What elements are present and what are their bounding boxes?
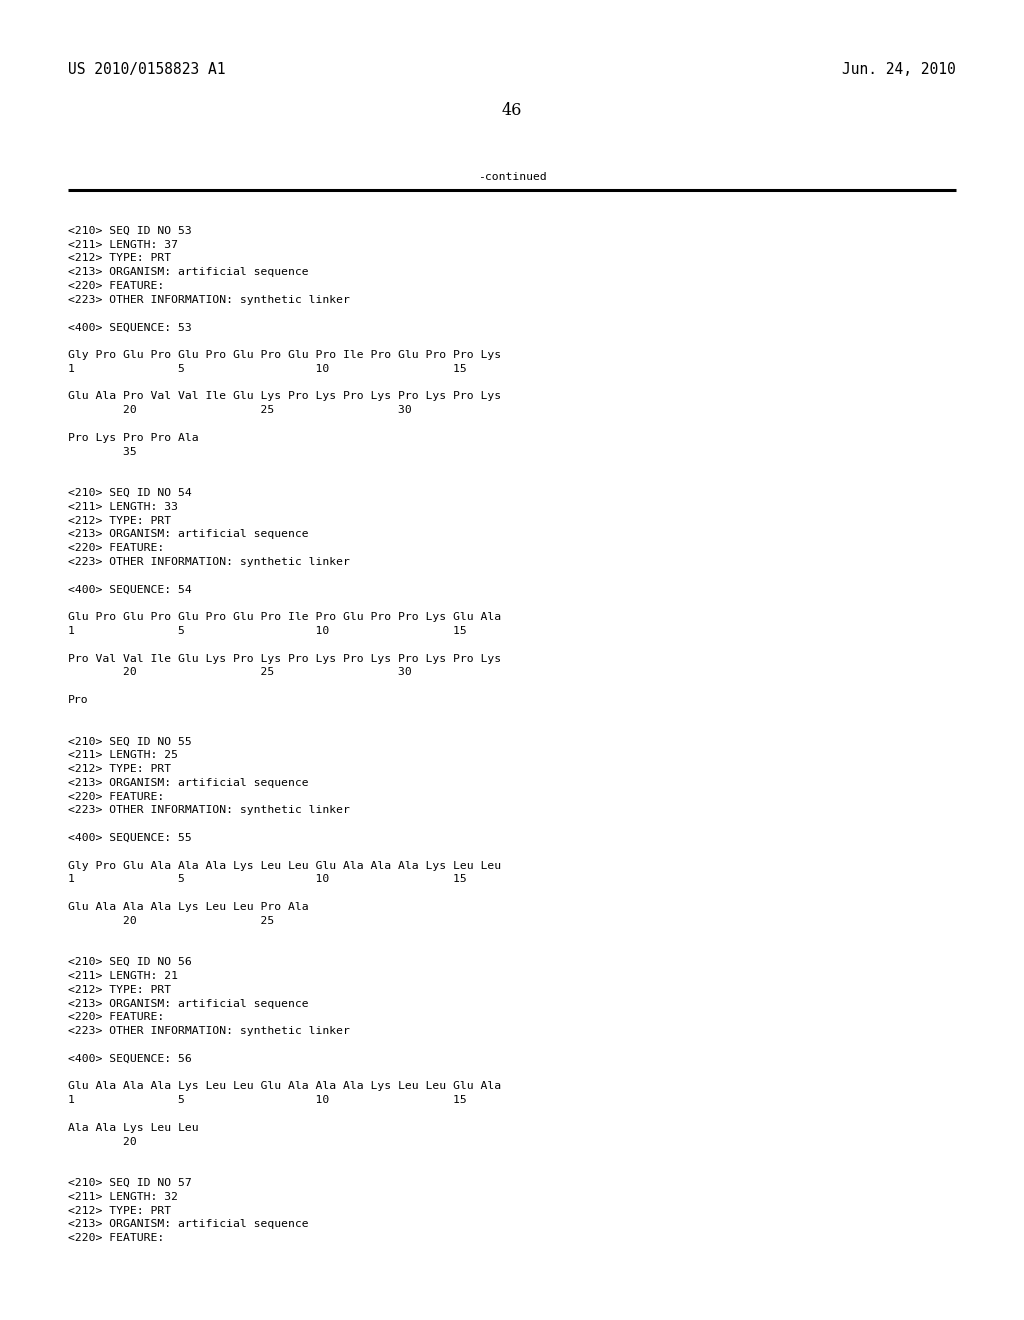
Text: 46: 46 bbox=[502, 102, 522, 119]
Text: 1               5                   10                  15: 1 5 10 15 bbox=[68, 1096, 467, 1105]
Text: US 2010/0158823 A1: US 2010/0158823 A1 bbox=[68, 62, 225, 77]
Text: 20: 20 bbox=[68, 1137, 137, 1147]
Text: 35: 35 bbox=[68, 446, 137, 457]
Text: <212> TYPE: PRT: <212> TYPE: PRT bbox=[68, 764, 171, 774]
Text: <213> ORGANISM: artificial sequence: <213> ORGANISM: artificial sequence bbox=[68, 267, 308, 277]
Text: Pro Val Val Ile Glu Lys Pro Lys Pro Lys Pro Lys Pro Lys Pro Lys: Pro Val Val Ile Glu Lys Pro Lys Pro Lys … bbox=[68, 653, 501, 664]
Text: Ala Ala Lys Leu Leu: Ala Ala Lys Leu Leu bbox=[68, 1123, 199, 1133]
Text: Glu Ala Ala Ala Lys Leu Leu Glu Ala Ala Ala Lys Leu Leu Glu Ala: Glu Ala Ala Ala Lys Leu Leu Glu Ala Ala … bbox=[68, 1081, 501, 1092]
Text: Gly Pro Glu Ala Ala Ala Lys Leu Leu Glu Ala Ala Ala Lys Leu Leu: Gly Pro Glu Ala Ala Ala Lys Leu Leu Glu … bbox=[68, 861, 501, 871]
Text: <212> TYPE: PRT: <212> TYPE: PRT bbox=[68, 516, 171, 525]
Text: Glu Pro Glu Pro Glu Pro Glu Pro Ile Pro Glu Pro Pro Lys Glu Ala: Glu Pro Glu Pro Glu Pro Glu Pro Ile Pro … bbox=[68, 612, 501, 622]
Text: <210> SEQ ID NO 55: <210> SEQ ID NO 55 bbox=[68, 737, 191, 746]
Text: 1               5                   10                  15: 1 5 10 15 bbox=[68, 626, 467, 636]
Text: <211> LENGTH: 37: <211> LENGTH: 37 bbox=[68, 240, 178, 249]
Text: 1               5                   10                  15: 1 5 10 15 bbox=[68, 364, 467, 374]
Text: <223> OTHER INFORMATION: synthetic linker: <223> OTHER INFORMATION: synthetic linke… bbox=[68, 294, 350, 305]
Text: <213> ORGANISM: artificial sequence: <213> ORGANISM: artificial sequence bbox=[68, 529, 308, 540]
Text: <210> SEQ ID NO 54: <210> SEQ ID NO 54 bbox=[68, 488, 191, 498]
Text: <400> SEQUENCE: 54: <400> SEQUENCE: 54 bbox=[68, 585, 191, 594]
Text: <210> SEQ ID NO 56: <210> SEQ ID NO 56 bbox=[68, 957, 191, 968]
Text: <220> FEATURE:: <220> FEATURE: bbox=[68, 544, 164, 553]
Text: <400> SEQUENCE: 55: <400> SEQUENCE: 55 bbox=[68, 833, 191, 843]
Text: <211> LENGTH: 32: <211> LENGTH: 32 bbox=[68, 1192, 178, 1201]
Text: <213> ORGANISM: artificial sequence: <213> ORGANISM: artificial sequence bbox=[68, 1220, 308, 1229]
Text: <210> SEQ ID NO 53: <210> SEQ ID NO 53 bbox=[68, 226, 191, 236]
Text: Pro Lys Pro Pro Ala: Pro Lys Pro Pro Ala bbox=[68, 433, 199, 442]
Text: <220> FEATURE:: <220> FEATURE: bbox=[68, 792, 164, 801]
Text: Pro: Pro bbox=[68, 696, 89, 705]
Text: 20                  25: 20 25 bbox=[68, 916, 274, 925]
Text: <223> OTHER INFORMATION: synthetic linker: <223> OTHER INFORMATION: synthetic linke… bbox=[68, 557, 350, 568]
Text: <223> OTHER INFORMATION: synthetic linker: <223> OTHER INFORMATION: synthetic linke… bbox=[68, 805, 350, 816]
Text: Glu Ala Pro Val Val Ile Glu Lys Pro Lys Pro Lys Pro Lys Pro Lys: Glu Ala Pro Val Val Ile Glu Lys Pro Lys … bbox=[68, 392, 501, 401]
Text: <400> SEQUENCE: 56: <400> SEQUENCE: 56 bbox=[68, 1053, 191, 1064]
Text: 20                  25                  30: 20 25 30 bbox=[68, 668, 412, 677]
Text: <220> FEATURE:: <220> FEATURE: bbox=[68, 281, 164, 290]
Text: 1               5                   10                  15: 1 5 10 15 bbox=[68, 874, 467, 884]
Text: <212> TYPE: PRT: <212> TYPE: PRT bbox=[68, 1205, 171, 1216]
Text: Jun. 24, 2010: Jun. 24, 2010 bbox=[843, 62, 956, 77]
Text: 20                  25                  30: 20 25 30 bbox=[68, 405, 412, 416]
Text: <212> TYPE: PRT: <212> TYPE: PRT bbox=[68, 985, 171, 995]
Text: <223> OTHER INFORMATION: synthetic linker: <223> OTHER INFORMATION: synthetic linke… bbox=[68, 1026, 350, 1036]
Text: -continued: -continued bbox=[477, 172, 547, 182]
Text: Glu Ala Ala Ala Lys Leu Leu Pro Ala: Glu Ala Ala Ala Lys Leu Leu Pro Ala bbox=[68, 902, 308, 912]
Text: <213> ORGANISM: artificial sequence: <213> ORGANISM: artificial sequence bbox=[68, 777, 308, 788]
Text: <212> TYPE: PRT: <212> TYPE: PRT bbox=[68, 253, 171, 264]
Text: <211> LENGTH: 25: <211> LENGTH: 25 bbox=[68, 750, 178, 760]
Text: <211> LENGTH: 33: <211> LENGTH: 33 bbox=[68, 502, 178, 512]
Text: <220> FEATURE:: <220> FEATURE: bbox=[68, 1012, 164, 1023]
Text: <211> LENGTH: 21: <211> LENGTH: 21 bbox=[68, 972, 178, 981]
Text: <220> FEATURE:: <220> FEATURE: bbox=[68, 1233, 164, 1243]
Text: <213> ORGANISM: artificial sequence: <213> ORGANISM: artificial sequence bbox=[68, 999, 308, 1008]
Text: <400> SEQUENCE: 53: <400> SEQUENCE: 53 bbox=[68, 322, 191, 333]
Text: <210> SEQ ID NO 57: <210> SEQ ID NO 57 bbox=[68, 1177, 191, 1188]
Text: Gly Pro Glu Pro Glu Pro Glu Pro Glu Pro Ile Pro Glu Pro Pro Lys: Gly Pro Glu Pro Glu Pro Glu Pro Glu Pro … bbox=[68, 350, 501, 360]
